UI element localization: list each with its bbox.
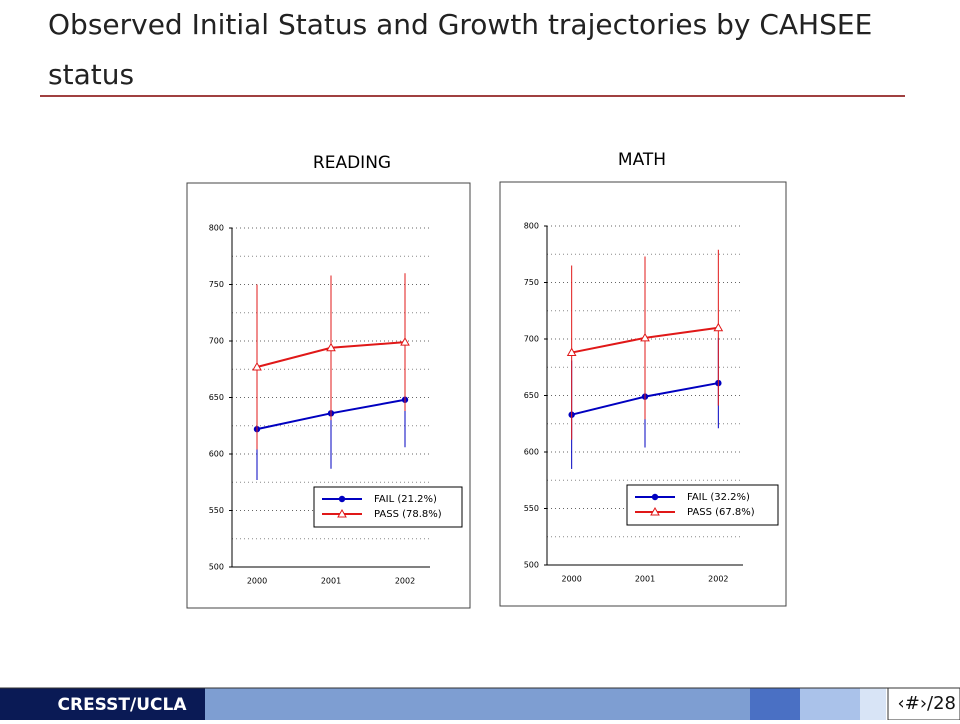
marker — [566, 347, 577, 357]
chart-frame — [186, 182, 471, 609]
footer-left — [0, 688, 205, 720]
legend — [313, 486, 463, 528]
y-tick-label: 550 — [524, 504, 539, 513]
page-number: ‹#›/28 — [898, 693, 956, 714]
y-tick-label: 800 — [209, 224, 224, 233]
y-tick-label: 600 — [209, 450, 224, 459]
x-tick-label: 2000 — [247, 577, 267, 586]
legend — [626, 484, 779, 526]
marker — [338, 495, 346, 503]
legend-label: FAIL (32.2%) — [687, 492, 750, 503]
y-tick-label: 650 — [209, 393, 224, 402]
y-tick-label: 500 — [209, 563, 224, 572]
y-tick-label: 750 — [209, 280, 224, 289]
x-tick-label: 2000 — [561, 575, 581, 584]
footer-band — [205, 688, 750, 720]
legend-label: PASS (78.8%) — [374, 509, 442, 520]
y-tick-label: 600 — [524, 448, 539, 457]
marker — [326, 342, 336, 352]
footer-band — [860, 688, 886, 720]
y-tick-label: 550 — [209, 506, 224, 515]
marker — [650, 506, 660, 516]
y-tick-label: 700 — [209, 337, 224, 346]
marker — [713, 322, 724, 332]
y-tick-label: 750 — [524, 278, 539, 287]
chart-title: MATH — [618, 150, 666, 170]
marker — [651, 493, 659, 501]
marker — [640, 332, 650, 342]
y-tick-label: 800 — [524, 222, 539, 231]
x-tick-label: 2002 — [395, 577, 415, 586]
chart-title: READING — [313, 153, 391, 173]
marker — [252, 361, 262, 371]
footer-page-box — [887, 687, 960, 721]
marker — [400, 337, 410, 346]
legend-label: PASS (67.8%) — [687, 507, 755, 518]
footer-band — [800, 688, 860, 720]
title-box: Observed Initial Status and Growth traje… — [48, 8, 873, 91]
y-tick-label: 650 — [524, 391, 539, 400]
slide-title: Observed Initial Status and Growth traje… — [48, 8, 873, 91]
footer-band — [750, 688, 800, 720]
x-tick-label: 2002 — [708, 575, 728, 584]
legend-label: FAIL (21.2%) — [374, 494, 437, 505]
x-tick-label: 2001 — [635, 575, 655, 584]
x-tick-label: 2001 — [321, 577, 341, 586]
y-tick-label: 700 — [524, 335, 539, 344]
marker — [337, 508, 347, 518]
chart-frame — [499, 181, 787, 607]
y-tick-label: 500 — [524, 561, 539, 570]
footer-text: CRESST/UCLA — [58, 695, 188, 715]
